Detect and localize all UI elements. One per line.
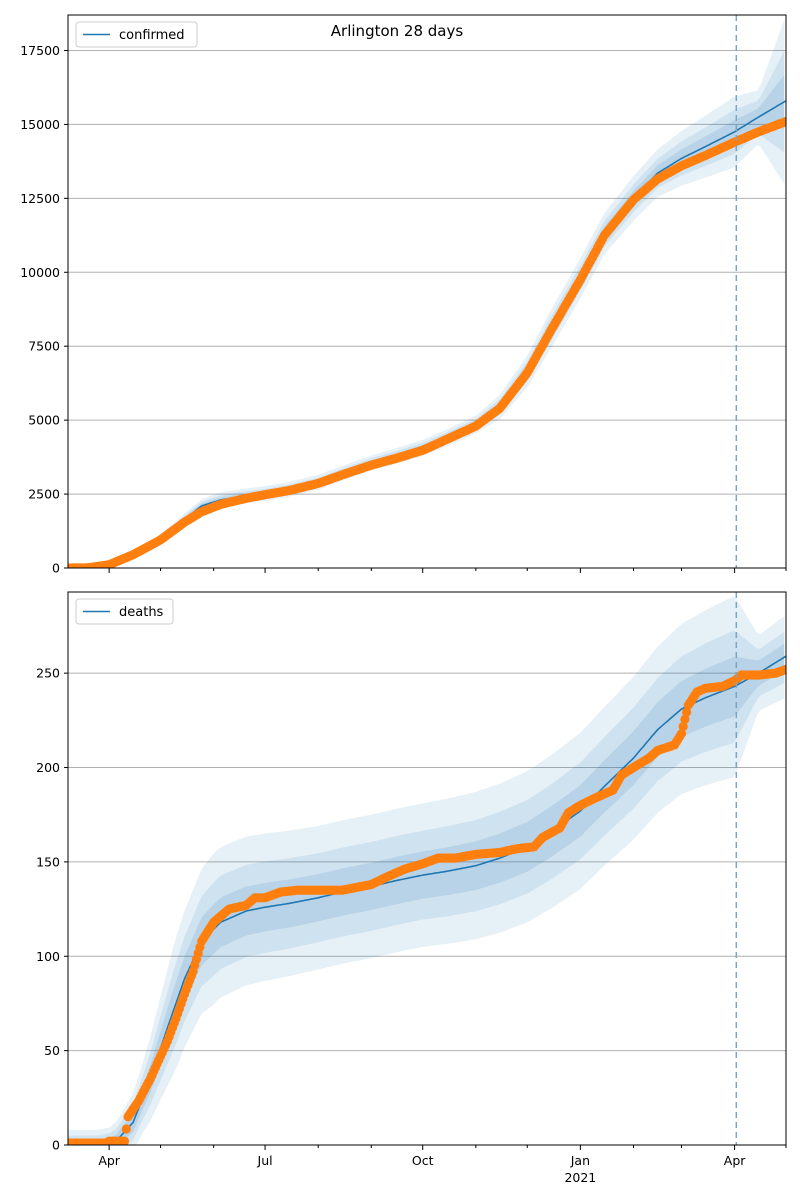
confirmed-y-tick-label: 7500 — [28, 339, 60, 354]
deaths-observed-point — [121, 1124, 131, 1134]
confirmed-y-tick-label: 10000 — [20, 265, 60, 280]
deaths-observed-point — [678, 721, 688, 732]
confirmed-observed-point — [781, 116, 786, 127]
x-tick-label: Apr — [98, 1153, 120, 1168]
confirmed-uncertainty-bands — [68, 19, 785, 568]
deaths-observed-point — [680, 714, 690, 725]
deaths-y-tick-label: 250 — [36, 666, 60, 681]
deaths-panel: 0 50 100 150 200 250 Apr Jul Oct Jan 2021 Apr deaths — [36, 591, 787, 1185]
chart-title: Arlington 28 days — [331, 22, 464, 40]
confirmed-legend-label: confirmed — [119, 28, 185, 43]
deaths-legend: deaths — [75, 598, 174, 625]
x-tick-label: Oct — [412, 1153, 434, 1168]
confirmed-plot-frame — [67, 14, 787, 569]
x-tick-label: Jan — [570, 1153, 590, 1168]
deaths-band-1 — [68, 596, 785, 1145]
deaths-band-2 — [68, 631, 785, 1145]
x-tick-label: Jul — [257, 1153, 273, 1168]
deaths-observed-point — [119, 1136, 130, 1145]
confirmed-y-tick-label: 12500 — [20, 191, 60, 206]
deaths-observed-points — [68, 664, 786, 1145]
deaths-legend-label: deaths — [119, 605, 164, 620]
deaths-observed-point — [781, 664, 786, 674]
confirmed-y-tick-label: 2500 — [28, 487, 60, 502]
deaths-legend-box — [75, 598, 174, 625]
confirmed-y-tick-label: 0 — [52, 561, 60, 576]
deaths-band-3 — [68, 643, 785, 1145]
deaths-y-tick-label: 0 — [52, 1138, 60, 1153]
x-tick-year-label: 2021 — [564, 1170, 596, 1185]
confirmed-y-tick-label: 5000 — [28, 413, 60, 428]
confirmed-band-1 — [68, 19, 785, 568]
confirmed-legend: confirmed — [75, 21, 198, 48]
x-tick-label: Apr — [724, 1153, 746, 1168]
deaths-observed-point — [676, 729, 687, 739]
deaths-plot-frame — [67, 591, 787, 1146]
deaths-model-line — [68, 655, 786, 1145]
deaths-y-tick-label: 200 — [36, 760, 60, 775]
confirmed-legend-box — [75, 21, 198, 48]
deaths-uncertainty-bands — [68, 596, 785, 1145]
confirmed-y-tick-label: 17500 — [20, 43, 60, 58]
deaths-y-tick-label: 100 — [36, 949, 60, 964]
deaths-observed-point — [682, 707, 692, 717]
deaths-y-tick-label: 50 — [44, 1043, 60, 1058]
confirmed-y-tick-label: 15000 — [20, 117, 60, 132]
confirmed-panel: 0 2500 5000 7500 10000 12500 15000 17500 confirm… — [20, 14, 787, 576]
confirmed-observed-points — [68, 116, 786, 568]
confirmed-band-2 — [68, 50, 785, 568]
deaths-y-tick-label: 150 — [36, 854, 60, 869]
